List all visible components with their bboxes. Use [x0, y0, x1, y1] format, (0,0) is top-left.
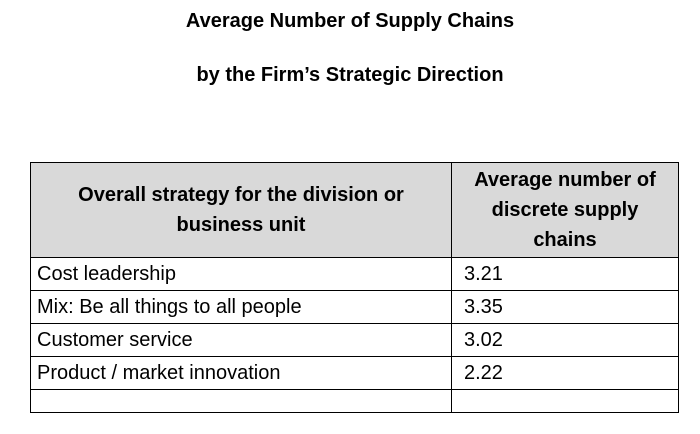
table-row: Customer service 3.02 [30, 323, 679, 357]
blank-row [30, 389, 679, 413]
table-row: Cost leadership 3.21 [30, 257, 679, 291]
table-row: Mix: Be all things to all people 3.35 [30, 290, 679, 324]
strategy-cell: Product / market innovation [30, 356, 452, 390]
table-row: Product / market innovation 2.22 [30, 356, 679, 390]
value-cell: 3.35 [451, 290, 679, 324]
header-row: Overall strategy for the division or bus… [30, 162, 679, 258]
strategy-cell: Cost leadership [30, 257, 452, 291]
blank-cell [451, 389, 679, 413]
blank-cell [30, 389, 452, 413]
strategy-cell: Mix: Be all things to all people [30, 290, 452, 324]
value-cell: 2.22 [451, 356, 679, 390]
supply-chain-table: Overall strategy for the division or bus… [30, 162, 679, 413]
strategy-cell: Customer service [30, 323, 452, 357]
title-line-2: by the Firm’s Strategic Direction [196, 64, 504, 86]
value-cell: 3.02 [451, 323, 679, 357]
header-strategy: Overall strategy for the division or bus… [30, 162, 452, 258]
header-average: Average number of discrete supply chains [451, 162, 679, 258]
title-line-1: Average Number of Supply Chains [185, 10, 515, 32]
value-cell: 3.21 [451, 257, 679, 291]
